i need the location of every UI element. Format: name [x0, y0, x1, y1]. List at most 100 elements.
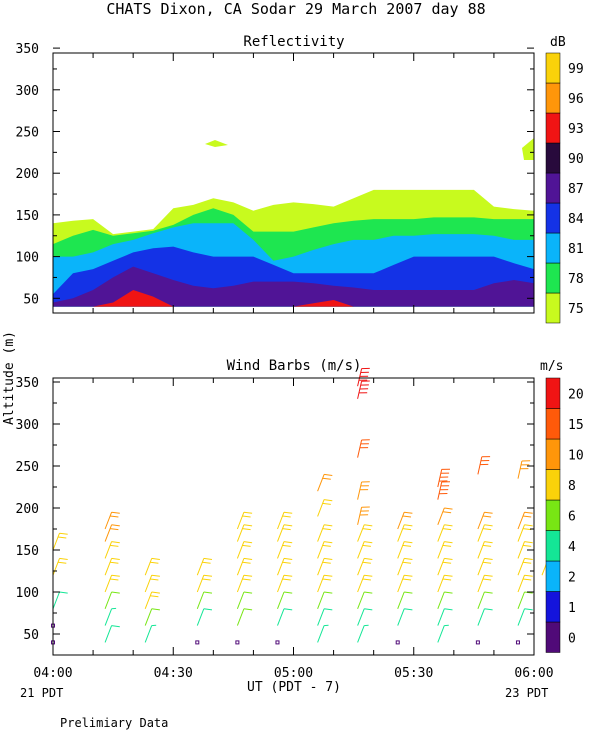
reflectivity-colorbar-swatch: [545, 232, 561, 264]
wind-barb-calm: [195, 640, 200, 645]
wind-ytick-label: 250: [16, 460, 39, 475]
wind-barb: [517, 591, 533, 609]
wind-barb: [277, 557, 293, 576]
reflectivity-colorbar-label: 99: [568, 62, 584, 77]
wind-barb: [397, 608, 413, 626]
wind-barb: [104, 625, 120, 643]
reflectivity-title: Reflectivity: [243, 34, 344, 50]
wind-barb: [477, 608, 493, 626]
wind-barb: [517, 511, 533, 530]
wind-barb: [437, 524, 453, 542]
wind-colorbar-label: 15: [568, 418, 584, 433]
reflectivity-colorbar-label: 78: [568, 272, 584, 287]
wind-barb: [357, 624, 369, 643]
wind-barb: [104, 574, 120, 593]
wind-barb: [477, 524, 493, 542]
wind-barb: [397, 591, 413, 609]
wind-barb: [317, 541, 333, 559]
wind-barb-calm: [515, 640, 520, 645]
wind-barb: [517, 541, 533, 559]
x-axis-title: UT (PDT - 7): [247, 680, 341, 695]
wind-barb: [144, 608, 160, 626]
wind-barb: [437, 624, 449, 643]
wind-barb: [52, 557, 68, 576]
wind-barb: [517, 524, 533, 542]
x-axis-labels: 04:00 04:30 05:00 05:30 06:00: [33, 666, 553, 681]
wind-y-axis: 350 300 250 200 150 100 50: [16, 376, 534, 643]
wind-barb: [357, 380, 370, 399]
wind-barb: [104, 607, 117, 626]
wind-barb: [397, 557, 413, 576]
wind-barb: [437, 541, 453, 559]
reflectivity-colorbar-label: 90: [568, 152, 584, 167]
reflectivity-ytick-label: 300: [16, 84, 39, 99]
reflectivity-ytick-label: 350: [16, 42, 39, 57]
reflectivity-colorbar-label: 84: [568, 212, 584, 227]
reflectivity-area-93: [53, 290, 534, 307]
wind-barb: [477, 541, 493, 559]
reflectivity-colorbar-label: 75: [568, 302, 584, 317]
wind-barb: [277, 574, 293, 593]
wind-barb: [196, 608, 213, 626]
wind-barb: [397, 511, 413, 530]
wind-barb-calm: [395, 640, 400, 645]
wind-barb: [104, 541, 120, 559]
wind-barb: [397, 524, 413, 542]
wind-barb: [477, 557, 493, 576]
reflectivity-blob-a: [205, 140, 228, 147]
wind-barb: [277, 591, 293, 609]
wind-frame: [52, 377, 535, 656]
reflectivity-colorbar-swatch: [545, 262, 561, 294]
wind-barb: [236, 574, 253, 593]
wind-barb: [397, 541, 413, 559]
reflectivity-ytick-label: 250: [16, 126, 39, 141]
wind-barb: [477, 591, 493, 609]
reflectivity-ytick-label: 100: [16, 251, 39, 266]
wind-colorbar-swatch: [545, 377, 561, 409]
wind-barb: [236, 524, 253, 542]
wind-barb: [357, 506, 370, 525]
reflectivity-colorbar-swatch: [545, 202, 561, 234]
wind-barb: [437, 557, 453, 576]
wind-barb: [196, 574, 213, 593]
wind-barb: [477, 456, 491, 475]
x-tick-label: 05:00: [274, 666, 313, 681]
wind-barb: [196, 557, 213, 576]
wind-colorbar-label: 6: [568, 509, 576, 524]
x-tick-label: 05:30: [394, 666, 433, 681]
x-tick-label: 04:00: [33, 666, 72, 681]
wind-barb: [236, 608, 253, 626]
x-tick-label: 06:00: [514, 666, 553, 681]
wind-barb: [277, 608, 293, 626]
wind-barb: [277, 541, 293, 559]
wind-colorbar-swatch: [545, 591, 561, 623]
wind-barb: [144, 591, 160, 609]
reflectivity-ytick-label: 200: [16, 167, 39, 182]
wind-colorbar-swatch: [545, 499, 561, 531]
reflectivity-ytick-label: 50: [23, 292, 39, 307]
wind-barb: [437, 608, 453, 626]
wind-colorbar-swatch: [545, 621, 561, 653]
preliminary-note: Prelimiary Data: [60, 716, 168, 730]
wind-colorbar-swatch: [545, 469, 561, 501]
wind-title: Wind Barbs (m/s): [227, 358, 362, 374]
wind-colorbar-label: 20: [568, 387, 584, 402]
reflectivity-colorbar-swatch: [545, 82, 561, 114]
wind-barb: [317, 608, 333, 626]
wind-barb: [317, 591, 333, 609]
wind-colorbar-swatch: [545, 530, 561, 562]
wind-barb: [144, 624, 157, 643]
wind-barb: [357, 541, 373, 559]
wind-colorbar-swatch: [545, 560, 561, 592]
wind-barb: [357, 524, 373, 542]
wind-barb: [317, 574, 333, 593]
wind-colorbar-unit: m/s: [540, 359, 563, 374]
wind-barb: [357, 557, 373, 576]
wind-barb-calm: [235, 640, 240, 645]
reflectivity-colorbar-swatch: [545, 52, 561, 84]
wind-barb: [437, 481, 451, 500]
